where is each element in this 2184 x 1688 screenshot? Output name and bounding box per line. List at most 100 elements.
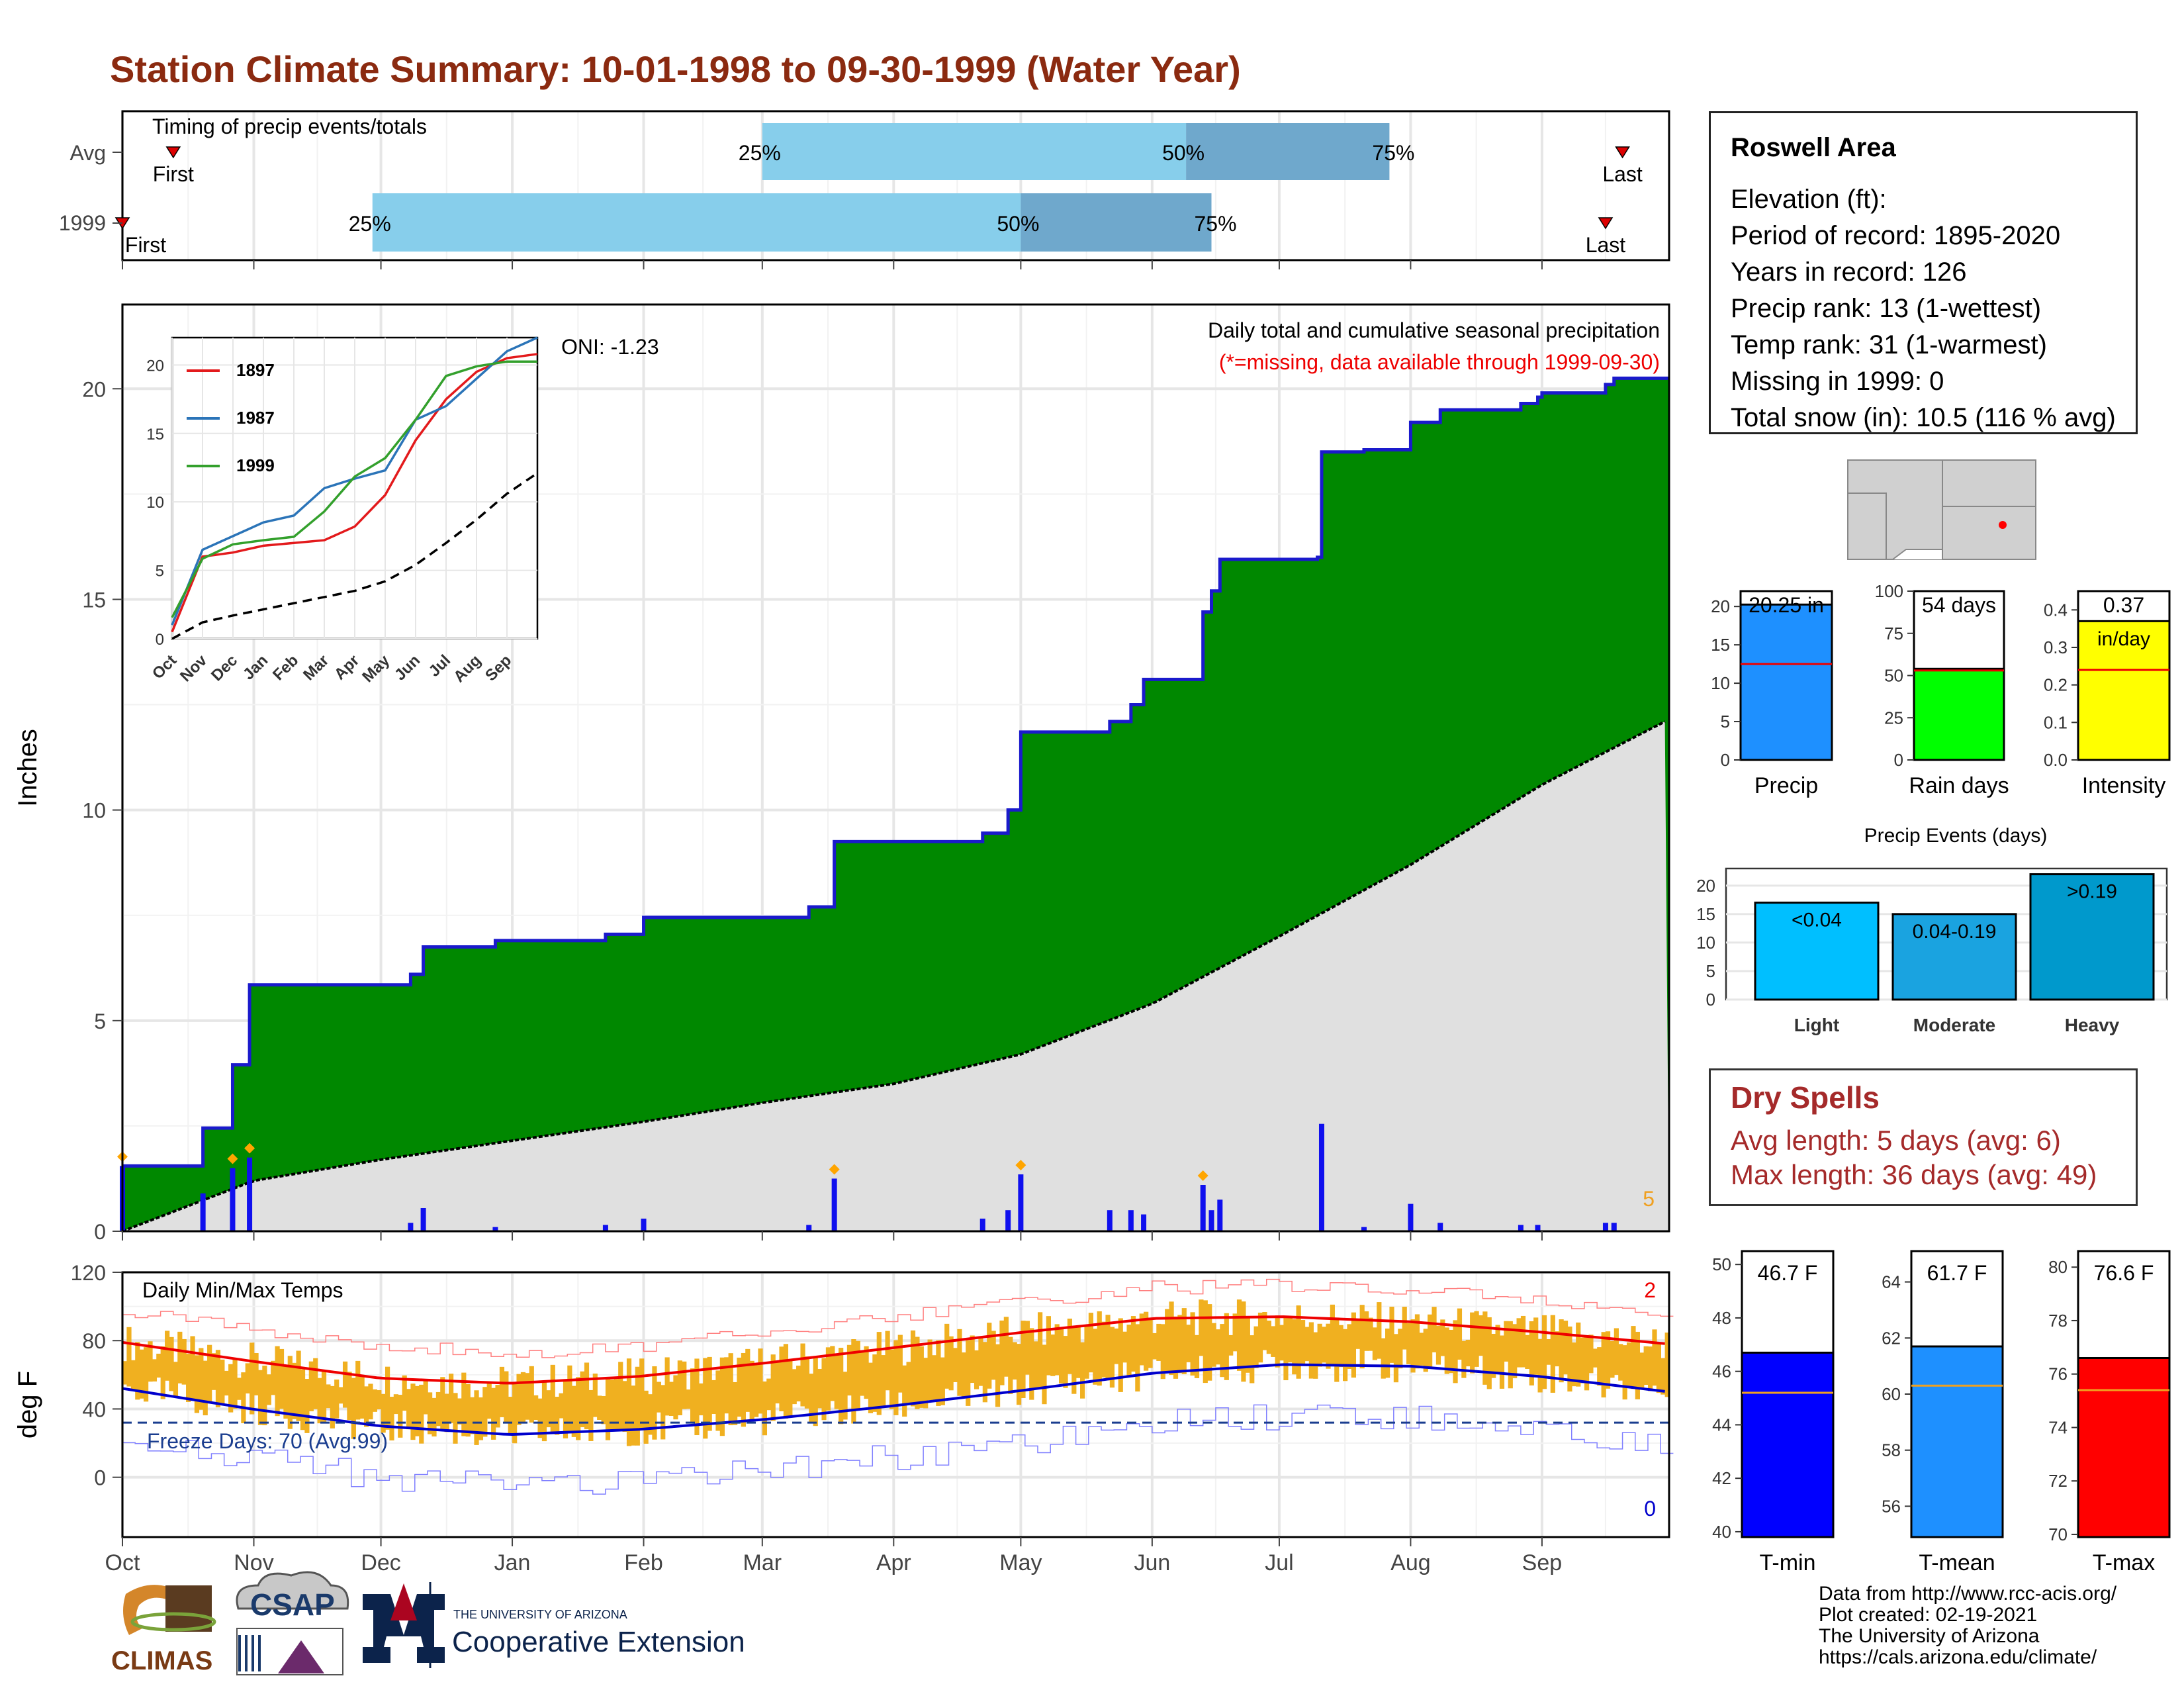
daily-precip-bar: [979, 1218, 985, 1231]
daily-temp-bar: [610, 1380, 615, 1432]
daily-temp-bar: [1181, 1308, 1187, 1374]
daily-temp-bar: [1118, 1318, 1123, 1392]
daily-temp-bar: [1211, 1323, 1216, 1367]
timing-panel: Timing of precip events/totals Avg 1999 …: [59, 110, 1670, 261]
daily-temp-bar: [1050, 1335, 1056, 1376]
summary-y-tick-label: 0: [1894, 750, 1903, 770]
daily-temp-bar: [1652, 1329, 1657, 1386]
temp-bar-label: T-mean: [1919, 1550, 1995, 1575]
daily-temp-bar: [1279, 1325, 1285, 1361]
daily-temp-bar: [368, 1383, 373, 1420]
legend-label: 1999: [236, 455, 275, 475]
daily-temp-bar: [1605, 1331, 1611, 1389]
daily-temp-bar: [991, 1331, 996, 1380]
heavy-event-marker: [227, 1153, 238, 1164]
daily-temp-bar: [1253, 1326, 1259, 1368]
temp-bar-y-tick-label: 48: [1712, 1308, 1731, 1328]
events-title: Precip Events (days): [1864, 825, 2048, 847]
daily-precip-bar: [1107, 1210, 1113, 1231]
daily-temp-bar: [304, 1379, 310, 1433]
daily-temp-bar: [1559, 1319, 1564, 1383]
daily-temp-bar: [978, 1336, 983, 1386]
timing-bar-25-50: [372, 193, 1021, 252]
daily-temp-bar: [902, 1365, 907, 1417]
daily-precip-bar: [230, 1168, 236, 1231]
daily-temp-bar: [190, 1336, 195, 1400]
daily-temp-bar: [139, 1349, 144, 1399]
daily-temp-bar: [414, 1385, 420, 1436]
daily-temp-bar: [1075, 1327, 1081, 1378]
record-high-line: [122, 1278, 1674, 1358]
inset-line-1999: [171, 360, 537, 618]
daily-temp-bar: [423, 1380, 428, 1415]
daily-temp-bar: [1639, 1352, 1645, 1388]
daily-temp-bar: [444, 1393, 449, 1432]
daily-temp-bar: [677, 1360, 682, 1416]
events-y-tick-label: 5: [1706, 961, 1715, 981]
daily-temp-bar: [1144, 1311, 1149, 1371]
daily-temp-bar: [525, 1373, 530, 1420]
daily-temp-bar: [1160, 1324, 1165, 1380]
daily-temp-bar: [135, 1342, 140, 1400]
daily-temp-bar: [1432, 1307, 1437, 1352]
timing-row-label-1999: 1999: [59, 211, 106, 235]
daily-temp-bar: [1372, 1327, 1378, 1360]
daily-temp-bar: [1474, 1311, 1479, 1367]
daily-temp-bar: [1377, 1302, 1382, 1359]
daily-temp-bar: [363, 1386, 369, 1427]
events-y-tick-label: 10: [1696, 933, 1715, 953]
inset-y-tick-label: 10: [146, 494, 164, 512]
events-bar-light: [1754, 902, 1880, 1001]
daily-temp-bar: [673, 1375, 678, 1420]
daily-temp-bar: [889, 1349, 895, 1409]
summary-y-tick-label: 20: [1711, 596, 1730, 616]
daily-temp-bar: [330, 1385, 335, 1429]
inset-line-1987: [171, 336, 538, 626]
daily-temp-bar: [1296, 1305, 1301, 1379]
daily-temp-bar: [1257, 1312, 1263, 1363]
daily-temp-bar: [703, 1358, 708, 1439]
daily-temp-bar: [1618, 1344, 1623, 1381]
daily-temp-bar: [1385, 1329, 1390, 1378]
daily-temp-bar: [1003, 1317, 1009, 1377]
daily-temp-bar: [800, 1343, 805, 1407]
daily-temp-bar: [1402, 1307, 1407, 1350]
daily-temp-bar: [1101, 1321, 1107, 1378]
summary-bar-label: Rain days: [1909, 773, 2009, 798]
daily-temp-bar: [821, 1358, 827, 1421]
daily-precip-bar: [1535, 1225, 1541, 1231]
summary-y-tick-label: 0: [1721, 750, 1730, 770]
daily-precip-bar: [1318, 1123, 1324, 1231]
daily-temp-bar: [419, 1384, 424, 1444]
daily-temp-bar: [1029, 1328, 1034, 1400]
daily-temp-bar: [1656, 1342, 1661, 1393]
chart-title: Station Climate Summary: 10-01-1998 to 0…: [110, 48, 1241, 90]
daily-temp-bar: [1546, 1339, 1551, 1365]
daily-temp-bar: [652, 1366, 657, 1440]
daily-temp-bar: [749, 1360, 754, 1421]
y-tick-label: 0: [94, 1466, 106, 1490]
daily-temp-bar: [232, 1358, 238, 1409]
daily-temp-bar: [563, 1380, 569, 1438]
daily-temp-bar: [1245, 1317, 1250, 1373]
daily-temp-bar: [576, 1377, 581, 1440]
daily-temp-bar: [250, 1342, 255, 1415]
daily-temp-bar: [1186, 1325, 1191, 1362]
daily-temp-bar: [271, 1360, 276, 1395]
summary-y-tick-label: 0.0: [2044, 750, 2068, 770]
daily-temp-bar: [1393, 1334, 1399, 1383]
daily-temp-bar: [1592, 1348, 1598, 1368]
daily-temp-bar: [347, 1372, 352, 1421]
daily-temp-bar: [427, 1392, 433, 1434]
daily-temp-bar: [1199, 1299, 1204, 1356]
daily-temp-bar: [546, 1390, 551, 1428]
events-bar-moderate: [1891, 913, 2017, 1001]
summary-y-tick-label: 15: [1711, 635, 1730, 655]
daily-temp-bar: [881, 1355, 886, 1407]
daily-temp-bar: [1529, 1321, 1534, 1385]
daily-temp-bar: [1232, 1313, 1238, 1352]
daily-temp-bar: [220, 1359, 225, 1404]
daily-temp-bar: [622, 1381, 627, 1432]
record-low-line: [122, 1404, 1674, 1495]
